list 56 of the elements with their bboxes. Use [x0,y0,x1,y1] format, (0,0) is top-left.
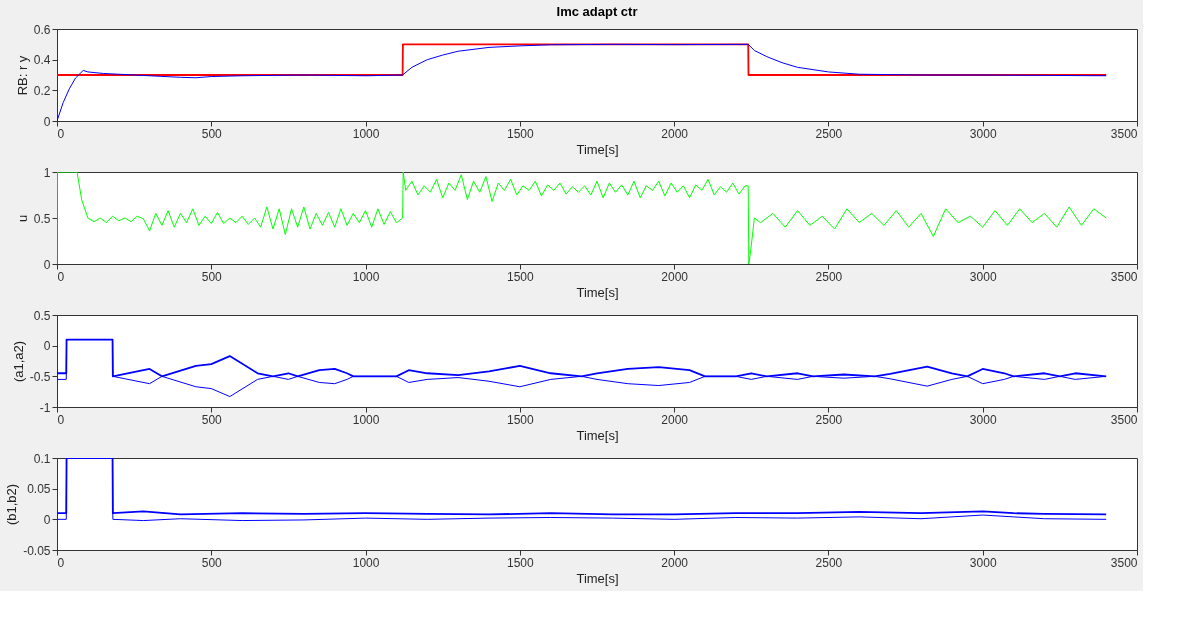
x-tick-label: 1500 [507,412,535,427]
x-tick-label: 3500 [1110,555,1138,570]
x-tick-label: 3000 [969,269,997,284]
x-tick-label: 1500 [507,126,535,141]
y-axis-title: (b1,b2) [4,483,20,526]
chart-title: Imc adapt ctr [556,4,638,19]
y-tick-label: 0 [43,257,51,272]
x-axis-title: Time[s] [576,141,619,157]
x-tick-label: 2500 [815,412,843,427]
x-tick-label: 1000 [352,269,380,284]
x-tick-label: 2500 [815,555,843,570]
x-tick-label: 1000 [352,555,380,570]
x-axis-title: Time[s] [576,570,619,586]
y-tick-label: 0.05 [27,482,51,497]
x-tick-label: 0 [57,269,65,284]
x-tick-label: 1000 [352,126,380,141]
x-tick-label: 2500 [815,126,843,141]
x-tick-label: 3500 [1110,412,1138,427]
x-tick-label: 3000 [969,555,997,570]
y-tick-label: -0.5 [29,369,51,384]
x-tick-label: 500 [201,555,223,570]
x-tick-label: 1500 [507,269,535,284]
y-axis-title: RB: r y [14,55,30,96]
x-tick-label: 2000 [661,555,689,570]
x-tick-label: 3500 [1110,269,1138,284]
y-tick-label: 1 [43,165,51,180]
x-tick-label: 2000 [661,269,689,284]
x-tick-label: 2000 [661,412,689,427]
x-tick-label: 1500 [507,555,535,570]
x-tick-label: 3000 [969,126,997,141]
x-tick-label: 500 [201,126,223,141]
x-axis-title: Time[s] [576,427,619,443]
y-tick-label: 0 [43,114,51,129]
y-axis-title: (a1,a2) [10,340,26,383]
x-tick-label: 500 [201,412,223,427]
y-tick-label: -0.05 [23,543,51,558]
y-tick-label: 0.5 [33,308,51,323]
x-tick-label: 0 [57,555,65,570]
x-tick-label: 2500 [815,269,843,284]
x-tick-label: 2000 [661,126,689,141]
y-tick-label: 0 [43,512,51,527]
y-tick-label: -1 [39,400,51,415]
y-tick-label: 0.2 [33,83,51,98]
x-tick-label: 0 [57,126,65,141]
y-tick-label: 0.4 [33,53,51,68]
y-axis-title: u [14,214,30,223]
y-tick-label: 0.1 [33,451,51,466]
x-tick-label: 500 [201,269,223,284]
x-tick-label: 3000 [969,412,997,427]
x-tick-label: 3500 [1110,126,1138,141]
y-tick-label: 0.5 [33,211,51,226]
x-tick-label: 0 [57,412,65,427]
y-tick-label: 0.6 [33,22,51,37]
x-axis-title: Time[s] [576,284,619,300]
x-tick-label: 1000 [352,412,380,427]
y-tick-label: 0 [43,339,51,354]
